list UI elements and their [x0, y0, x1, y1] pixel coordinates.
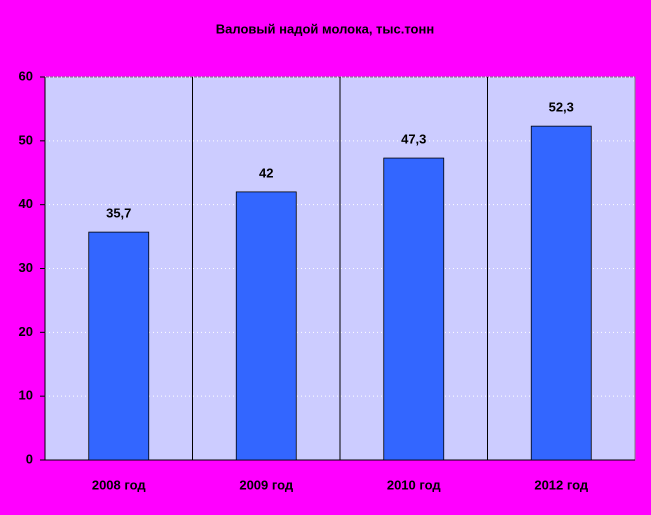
- value-label: 42: [259, 165, 273, 180]
- chart-title: Валовый надой молока, тыс.тонн: [216, 21, 434, 36]
- x-tick-label: 2010 год: [387, 477, 442, 492]
- x-tick-label: 2009 год: [239, 477, 294, 492]
- value-label: 47,3: [401, 132, 426, 147]
- bar: [88, 231, 150, 461]
- y-tick-label: 60: [19, 68, 33, 83]
- x-tick-label: 2008 год: [92, 477, 147, 492]
- x-tick-label: 2012 год: [534, 477, 589, 492]
- bar: [530, 125, 592, 461]
- value-label: 35,7: [106, 206, 131, 221]
- value-label: 52,3: [549, 100, 574, 115]
- y-tick-label: 50: [19, 132, 33, 147]
- bar: [235, 191, 297, 461]
- bar: [383, 157, 445, 461]
- y-tick-label: 40: [19, 196, 33, 211]
- y-tick-label: 30: [19, 260, 33, 275]
- y-tick-label: 10: [19, 388, 33, 403]
- y-tick-label: 20: [19, 324, 33, 339]
- y-tick-label: 0: [26, 451, 33, 466]
